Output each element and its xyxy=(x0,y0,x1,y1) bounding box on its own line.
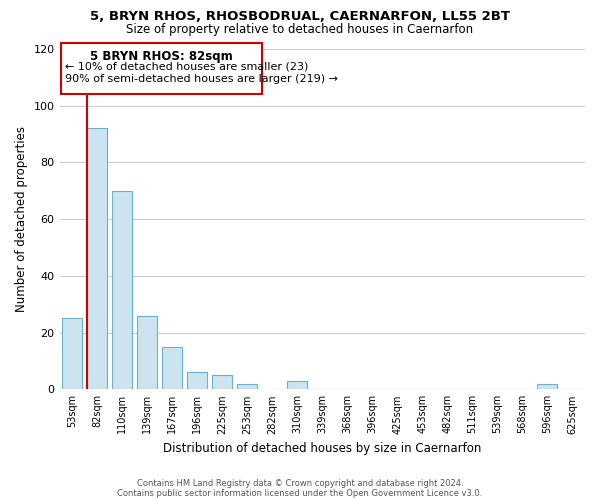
Text: Contains public sector information licensed under the Open Government Licence v3: Contains public sector information licen… xyxy=(118,488,482,498)
Y-axis label: Number of detached properties: Number of detached properties xyxy=(15,126,28,312)
Text: 5, BRYN RHOS, RHOSBODRUAL, CAERNARFON, LL55 2BT: 5, BRYN RHOS, RHOSBODRUAL, CAERNARFON, L… xyxy=(90,10,510,23)
Bar xyxy=(287,381,307,390)
Bar xyxy=(237,384,257,390)
Bar xyxy=(162,347,182,390)
Text: 90% of semi-detached houses are larger (219) →: 90% of semi-detached houses are larger (… xyxy=(65,74,338,85)
Bar xyxy=(137,316,157,390)
Bar xyxy=(212,375,232,390)
Bar xyxy=(62,318,82,390)
Bar xyxy=(87,128,107,390)
Bar xyxy=(112,190,132,390)
Bar xyxy=(538,384,557,390)
Text: 5 BRYN RHOS: 82sqm: 5 BRYN RHOS: 82sqm xyxy=(90,50,233,64)
X-axis label: Distribution of detached houses by size in Caernarfon: Distribution of detached houses by size … xyxy=(163,442,481,455)
Text: Size of property relative to detached houses in Caernarfon: Size of property relative to detached ho… xyxy=(127,22,473,36)
Text: Contains HM Land Registry data © Crown copyright and database right 2024.: Contains HM Land Registry data © Crown c… xyxy=(137,478,463,488)
Text: ← 10% of detached houses are smaller (23): ← 10% of detached houses are smaller (23… xyxy=(65,62,308,72)
Bar xyxy=(187,372,207,390)
FancyBboxPatch shape xyxy=(61,43,262,94)
